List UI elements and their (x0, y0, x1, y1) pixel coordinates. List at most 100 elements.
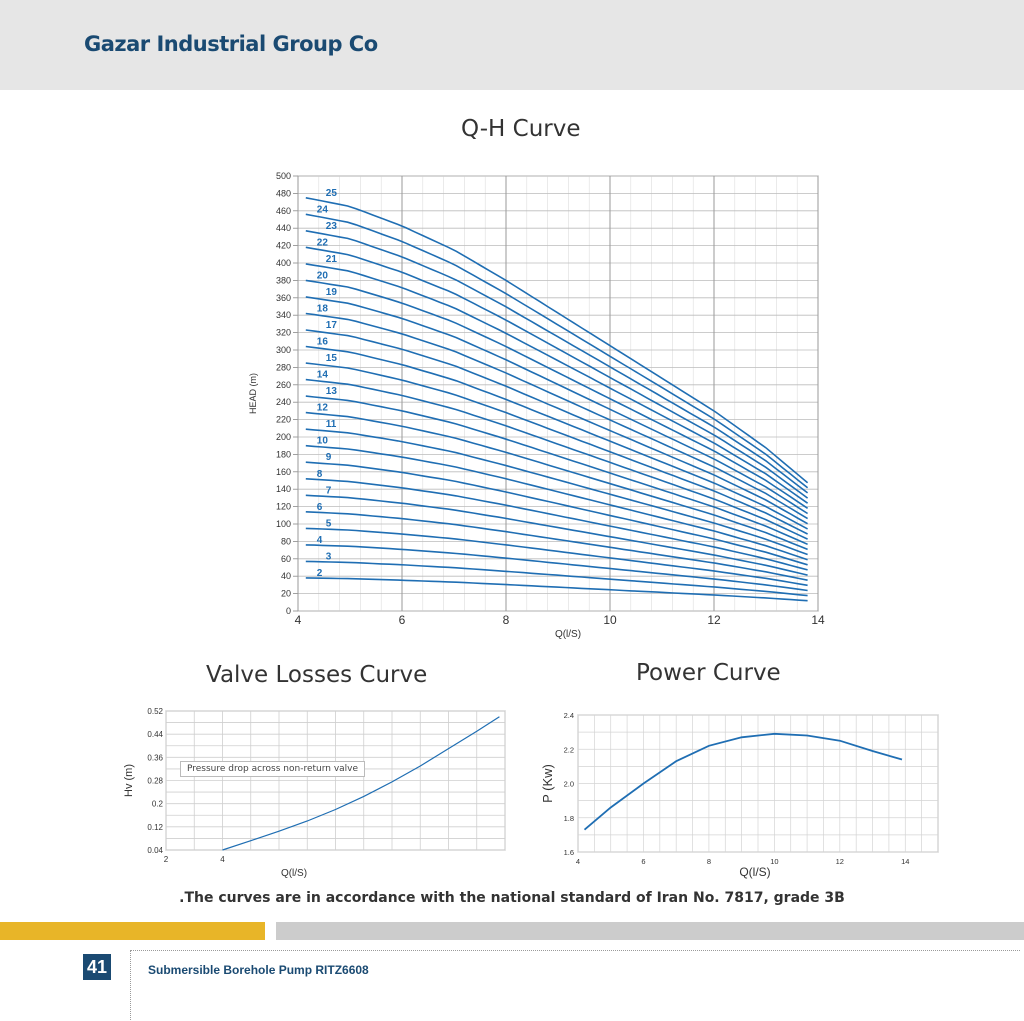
qh-y-tick-label: 60 (281, 554, 291, 564)
qh-series-label: 12 (317, 403, 329, 414)
valve-y-tick-label: 0.2 (152, 800, 164, 809)
power-x-tick-label: 12 (836, 857, 844, 866)
qh-series-label: 3 (326, 551, 332, 562)
qh-series-line (305, 478, 808, 571)
qh-series-line (305, 411, 808, 551)
qh-y-tick-label: 480 (276, 188, 291, 198)
qh-series-label: 13 (326, 386, 338, 397)
qh-y-tick-label: 200 (276, 432, 291, 442)
qh-x-tick-label: 14 (811, 613, 825, 627)
valve-x-tick-label: 4 (220, 855, 225, 864)
qh-series-label: 19 (326, 287, 338, 298)
power-y-axis-label: P (Kw) (540, 764, 555, 803)
power-line (583, 732, 903, 831)
qh-y-tick-label: 400 (276, 258, 291, 268)
qh-y-tick-label: 460 (276, 206, 291, 216)
qh-series-label: 9 (326, 452, 332, 463)
qh-series-label: 6 (317, 502, 323, 513)
qh-plot (293, 175, 819, 612)
qh-y-tick-label: 380 (276, 275, 291, 285)
qh-series-label: 20 (317, 270, 329, 281)
qh-series-label: 24 (317, 204, 329, 215)
footer-gray-bar (276, 922, 1024, 940)
qh-series-line (305, 345, 808, 530)
valve-annotation: Pressure drop across non-return valve (180, 761, 366, 777)
qh-x-tick-label: 6 (399, 613, 406, 627)
qh-series-label: 16 (317, 337, 329, 348)
qh-series-line (305, 312, 809, 520)
valve-chart-title: Valve Losses Curve (206, 662, 428, 688)
qh-series-line (305, 544, 808, 592)
qh-series-line (305, 246, 809, 499)
qh-y-tick-label: 220 (276, 415, 291, 425)
valve-y-tick-label: 0.52 (147, 707, 163, 716)
qh-series-line (305, 428, 808, 556)
power-x-tick-label: 8 (707, 857, 711, 866)
valve-plot (165, 710, 506, 851)
qh-series-label: 2 (317, 568, 323, 579)
footer-rule (130, 950, 1020, 951)
qh-y-tick-label: 0 (286, 606, 291, 616)
qh-y-tick-label: 120 (276, 502, 291, 512)
qh-y-tick-label: 160 (276, 467, 291, 477)
qh-series-label: 15 (326, 353, 338, 364)
qh-x-tick-label: 4 (295, 613, 302, 627)
valve-y-tick-label: 0.28 (147, 777, 163, 786)
qh-series-label: 10 (317, 436, 329, 447)
qh-series-line (305, 378, 808, 540)
power-plot (577, 714, 939, 853)
qh-series-line (305, 362, 808, 535)
qh-series-line (305, 213, 809, 489)
product-title: Submersible Borehole Pump RITZ6608 (148, 963, 369, 977)
qh-y-tick-label: 100 (276, 519, 291, 529)
qh-y-tick-label: 300 (276, 345, 291, 355)
qh-series-label: 5 (326, 518, 332, 529)
standard-note: .The curves are in accordance with the n… (179, 890, 845, 906)
power-x-axis-label: Q(l/S) (739, 865, 770, 879)
qh-y-tick-label: 260 (276, 380, 291, 390)
power-x-tick-label: 10 (770, 857, 778, 866)
qh-y-tick-label: 40 (281, 571, 291, 581)
qh-series-line (305, 230, 809, 494)
qh-series-line (305, 444, 808, 561)
qh-y-tick-label: 440 (276, 223, 291, 233)
qh-y-tick-label: 280 (276, 362, 291, 372)
qh-series-line (305, 395, 808, 546)
qh-series-label: 7 (326, 485, 332, 496)
qh-series-label: 25 (326, 188, 338, 199)
qh-series-label: 21 (326, 254, 338, 265)
qh-series-line (305, 494, 808, 576)
qh-series-label: 14 (317, 370, 329, 381)
power-y-tick-label: 2.2 (564, 745, 574, 754)
footer-divider (130, 950, 131, 1020)
qh-series-line (305, 511, 808, 581)
valve-y-tick-label: 0.36 (147, 753, 163, 762)
qh-y-tick-label: 80 (281, 536, 291, 546)
qh-chart-title: Q-H Curve (461, 116, 581, 142)
qh-y-axis-label: HEAD (m) (248, 373, 258, 414)
qh-y-tick-label: 240 (276, 397, 291, 407)
valve-x-axis-label: Q(l/S) (281, 868, 307, 879)
qh-series-line (305, 560, 808, 597)
header-band: Gazar Industrial Group Co (0, 0, 1024, 90)
qh-plot-frame (297, 175, 819, 612)
power-y-tick-label: 1.8 (564, 814, 574, 823)
qh-x-tick-label: 8 (503, 613, 510, 627)
qh-series-label: 18 (317, 303, 329, 314)
qh-series-label: 17 (326, 320, 338, 331)
qh-y-tick-label: 140 (276, 484, 291, 494)
valve-y-tick-label: 0.44 (147, 730, 163, 739)
footer-yellow-bar (0, 922, 265, 940)
qh-y-tick-label: 420 (276, 241, 291, 251)
valve-y-axis-label: Hv (m) (123, 764, 135, 797)
qh-series-line (305, 461, 808, 566)
power-y-tick-label: 1.6 (564, 848, 574, 857)
qh-y-tick-label: 360 (276, 293, 291, 303)
valve-loss-line (222, 716, 500, 851)
power-x-tick-label: 4 (576, 857, 580, 866)
qh-y-tick-label: 320 (276, 328, 291, 338)
power-x-tick-label: 14 (901, 857, 909, 866)
qh-y-tick-label: 20 (281, 589, 291, 599)
page-number: 41 (83, 954, 111, 980)
